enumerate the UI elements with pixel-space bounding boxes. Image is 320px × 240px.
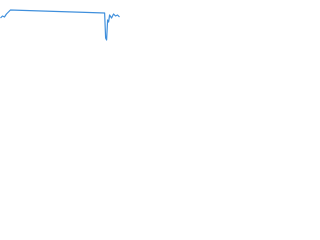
chart <box>0 9 120 41</box>
line <box>0 9 120 41</box>
page: {"chart_data": {"type": "line", "x": [0,… <box>0 0 320 45</box>
